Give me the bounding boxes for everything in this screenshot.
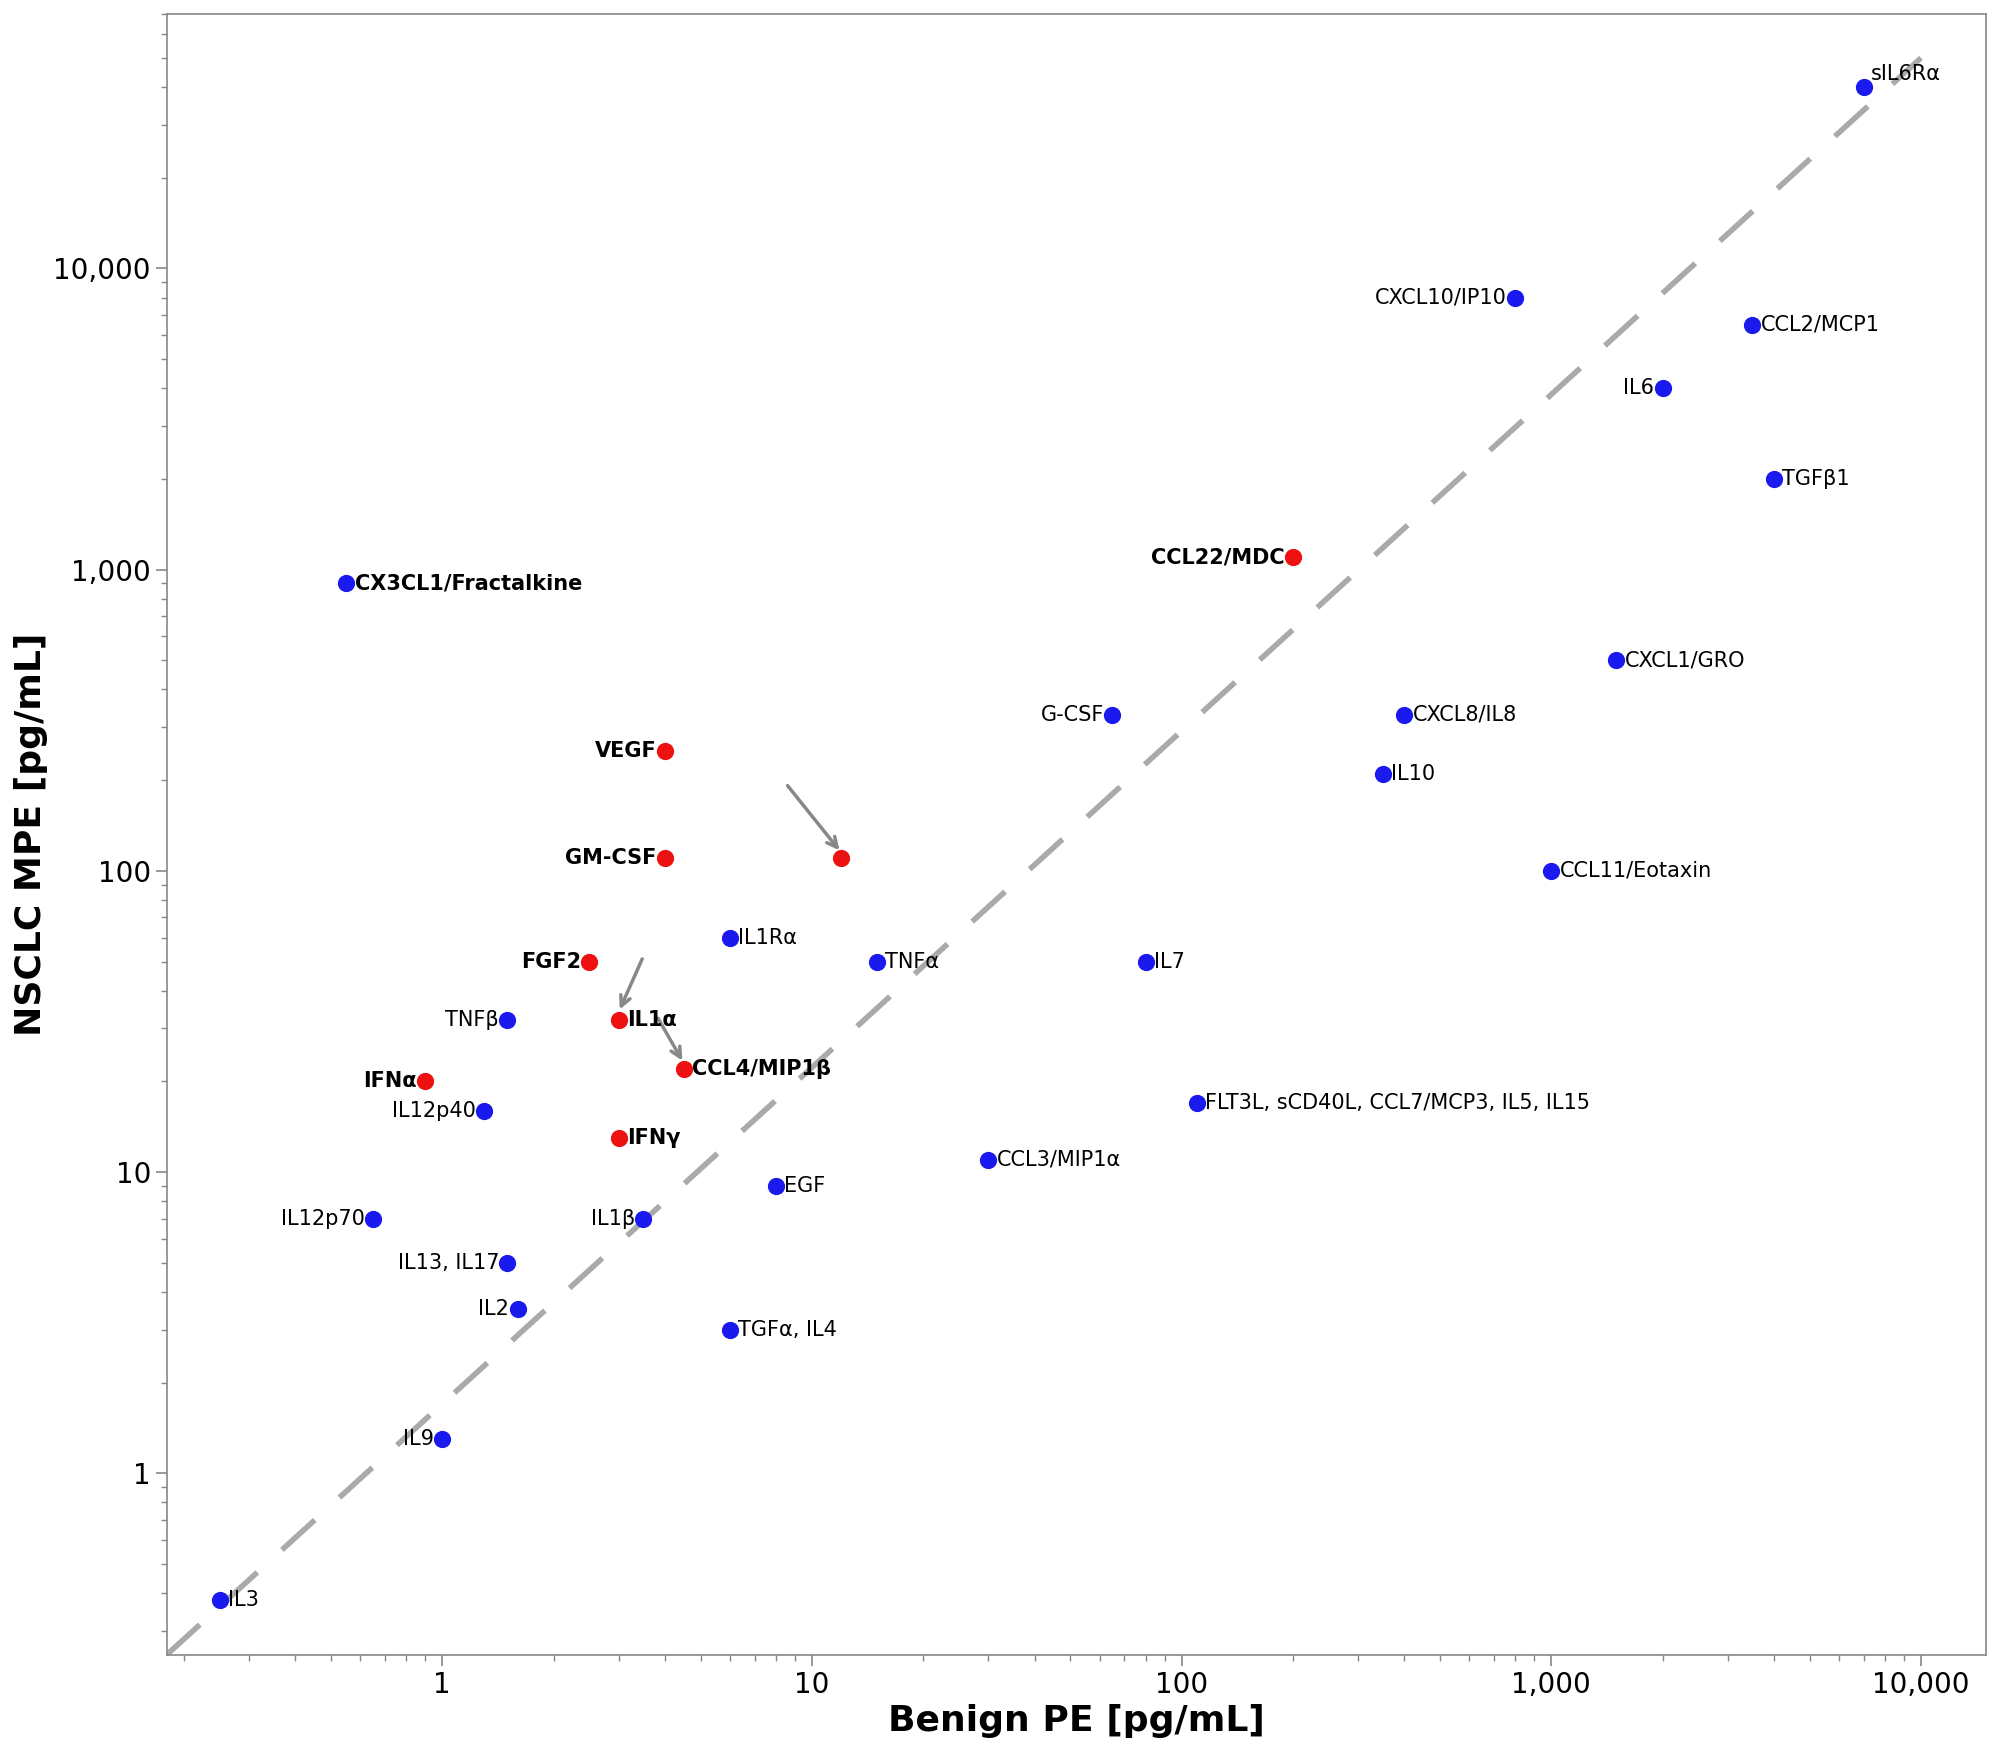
Point (628, 1205, 660, 1233)
Text: TNFα: TNFα (886, 951, 940, 972)
Point (648, 738, 680, 766)
Text: IL9: IL9 (402, 1430, 434, 1449)
Point (1758, 464, 1790, 492)
Point (668, 1055, 700, 1083)
Text: CCL2/MCP1: CCL2/MCP1 (1760, 315, 1880, 335)
Text: CXCL8/IL8: CXCL8/IL8 (1412, 704, 1516, 725)
Text: CCL22/MDC: CCL22/MDC (1150, 547, 1284, 568)
Point (602, 1006, 634, 1034)
Point (714, 1316, 746, 1344)
Y-axis label: NSCLC MPE [pg/mL]: NSCLC MPE [pg/mL] (14, 632, 48, 1035)
Text: TGFβ1: TGFβ1 (1782, 470, 1850, 489)
Point (1500, 284, 1532, 312)
Text: G-CSF: G-CSF (1040, 704, 1104, 725)
Point (648, 844, 680, 872)
Text: FGF2: FGF2 (520, 951, 582, 972)
Text: IL6: IL6 (1624, 378, 1654, 398)
Point (1366, 760, 1398, 788)
Text: IFNα: IFNα (364, 1072, 416, 1091)
Point (760, 1172, 792, 1200)
Point (204, 1586, 236, 1614)
X-axis label: Benign PE [pg/mL]: Benign PE [pg/mL] (888, 1705, 1264, 1738)
Point (1130, 948, 1162, 976)
Text: IL10: IL10 (1392, 764, 1436, 783)
Text: CCL3/MIP1α: CCL3/MIP1α (996, 1149, 1120, 1170)
Text: CX3CL1/Fractalkine: CX3CL1/Fractalkine (354, 573, 582, 594)
Point (1736, 310, 1768, 338)
Point (1536, 857, 1568, 885)
Point (410, 1067, 442, 1095)
Point (1646, 375, 1678, 403)
Text: IL2: IL2 (478, 1300, 510, 1319)
Point (714, 923, 746, 951)
Text: CXCL10/IP10: CXCL10/IP10 (1376, 287, 1508, 308)
Point (358, 1205, 390, 1233)
Point (1848, 74, 1880, 102)
Text: IL12p40: IL12p40 (392, 1100, 476, 1121)
Text: GM-CSF: GM-CSF (566, 848, 656, 869)
Point (492, 1006, 524, 1034)
Point (1276, 543, 1308, 571)
Point (826, 844, 858, 872)
Text: CCL11/Eotaxin: CCL11/Eotaxin (1560, 860, 1712, 881)
Point (602, 1123, 634, 1151)
Point (468, 1097, 500, 1125)
Text: IL1α: IL1α (626, 1009, 676, 1030)
Text: IL13, IL17: IL13, IL17 (398, 1253, 500, 1272)
Point (492, 1249, 524, 1277)
Text: FLT3L, sCD40L, CCL7/MCP3, IL5, IL15: FLT3L, sCD40L, CCL7/MCP3, IL5, IL15 (1206, 1093, 1590, 1113)
Point (330, 569, 362, 597)
Text: IFNγ: IFNγ (626, 1128, 680, 1148)
Text: EGF: EGF (784, 1176, 826, 1197)
Text: IL3: IL3 (228, 1589, 258, 1610)
Text: IL7: IL7 (1154, 951, 1186, 972)
Text: IL1β: IL1β (590, 1209, 636, 1228)
Text: CXCL1/GRO: CXCL1/GRO (1624, 650, 1746, 671)
Text: VEGF: VEGF (594, 741, 656, 760)
Point (426, 1424, 458, 1452)
Point (502, 1295, 534, 1323)
Point (574, 948, 606, 976)
Point (1388, 701, 1420, 729)
Point (972, 1146, 1004, 1174)
Point (1600, 646, 1632, 675)
Text: TGFα, IL4: TGFα, IL4 (738, 1319, 838, 1340)
Text: CCL4/MIP1β: CCL4/MIP1β (692, 1058, 832, 1079)
Point (1096, 701, 1128, 729)
Text: IL12p70: IL12p70 (280, 1209, 364, 1228)
Point (1180, 1088, 1212, 1116)
Point (862, 948, 894, 976)
Text: sIL6Rα: sIL6Rα (1870, 65, 1940, 84)
Text: IL1Rα: IL1Rα (738, 927, 798, 948)
Text: TNFβ: TNFβ (446, 1009, 500, 1030)
